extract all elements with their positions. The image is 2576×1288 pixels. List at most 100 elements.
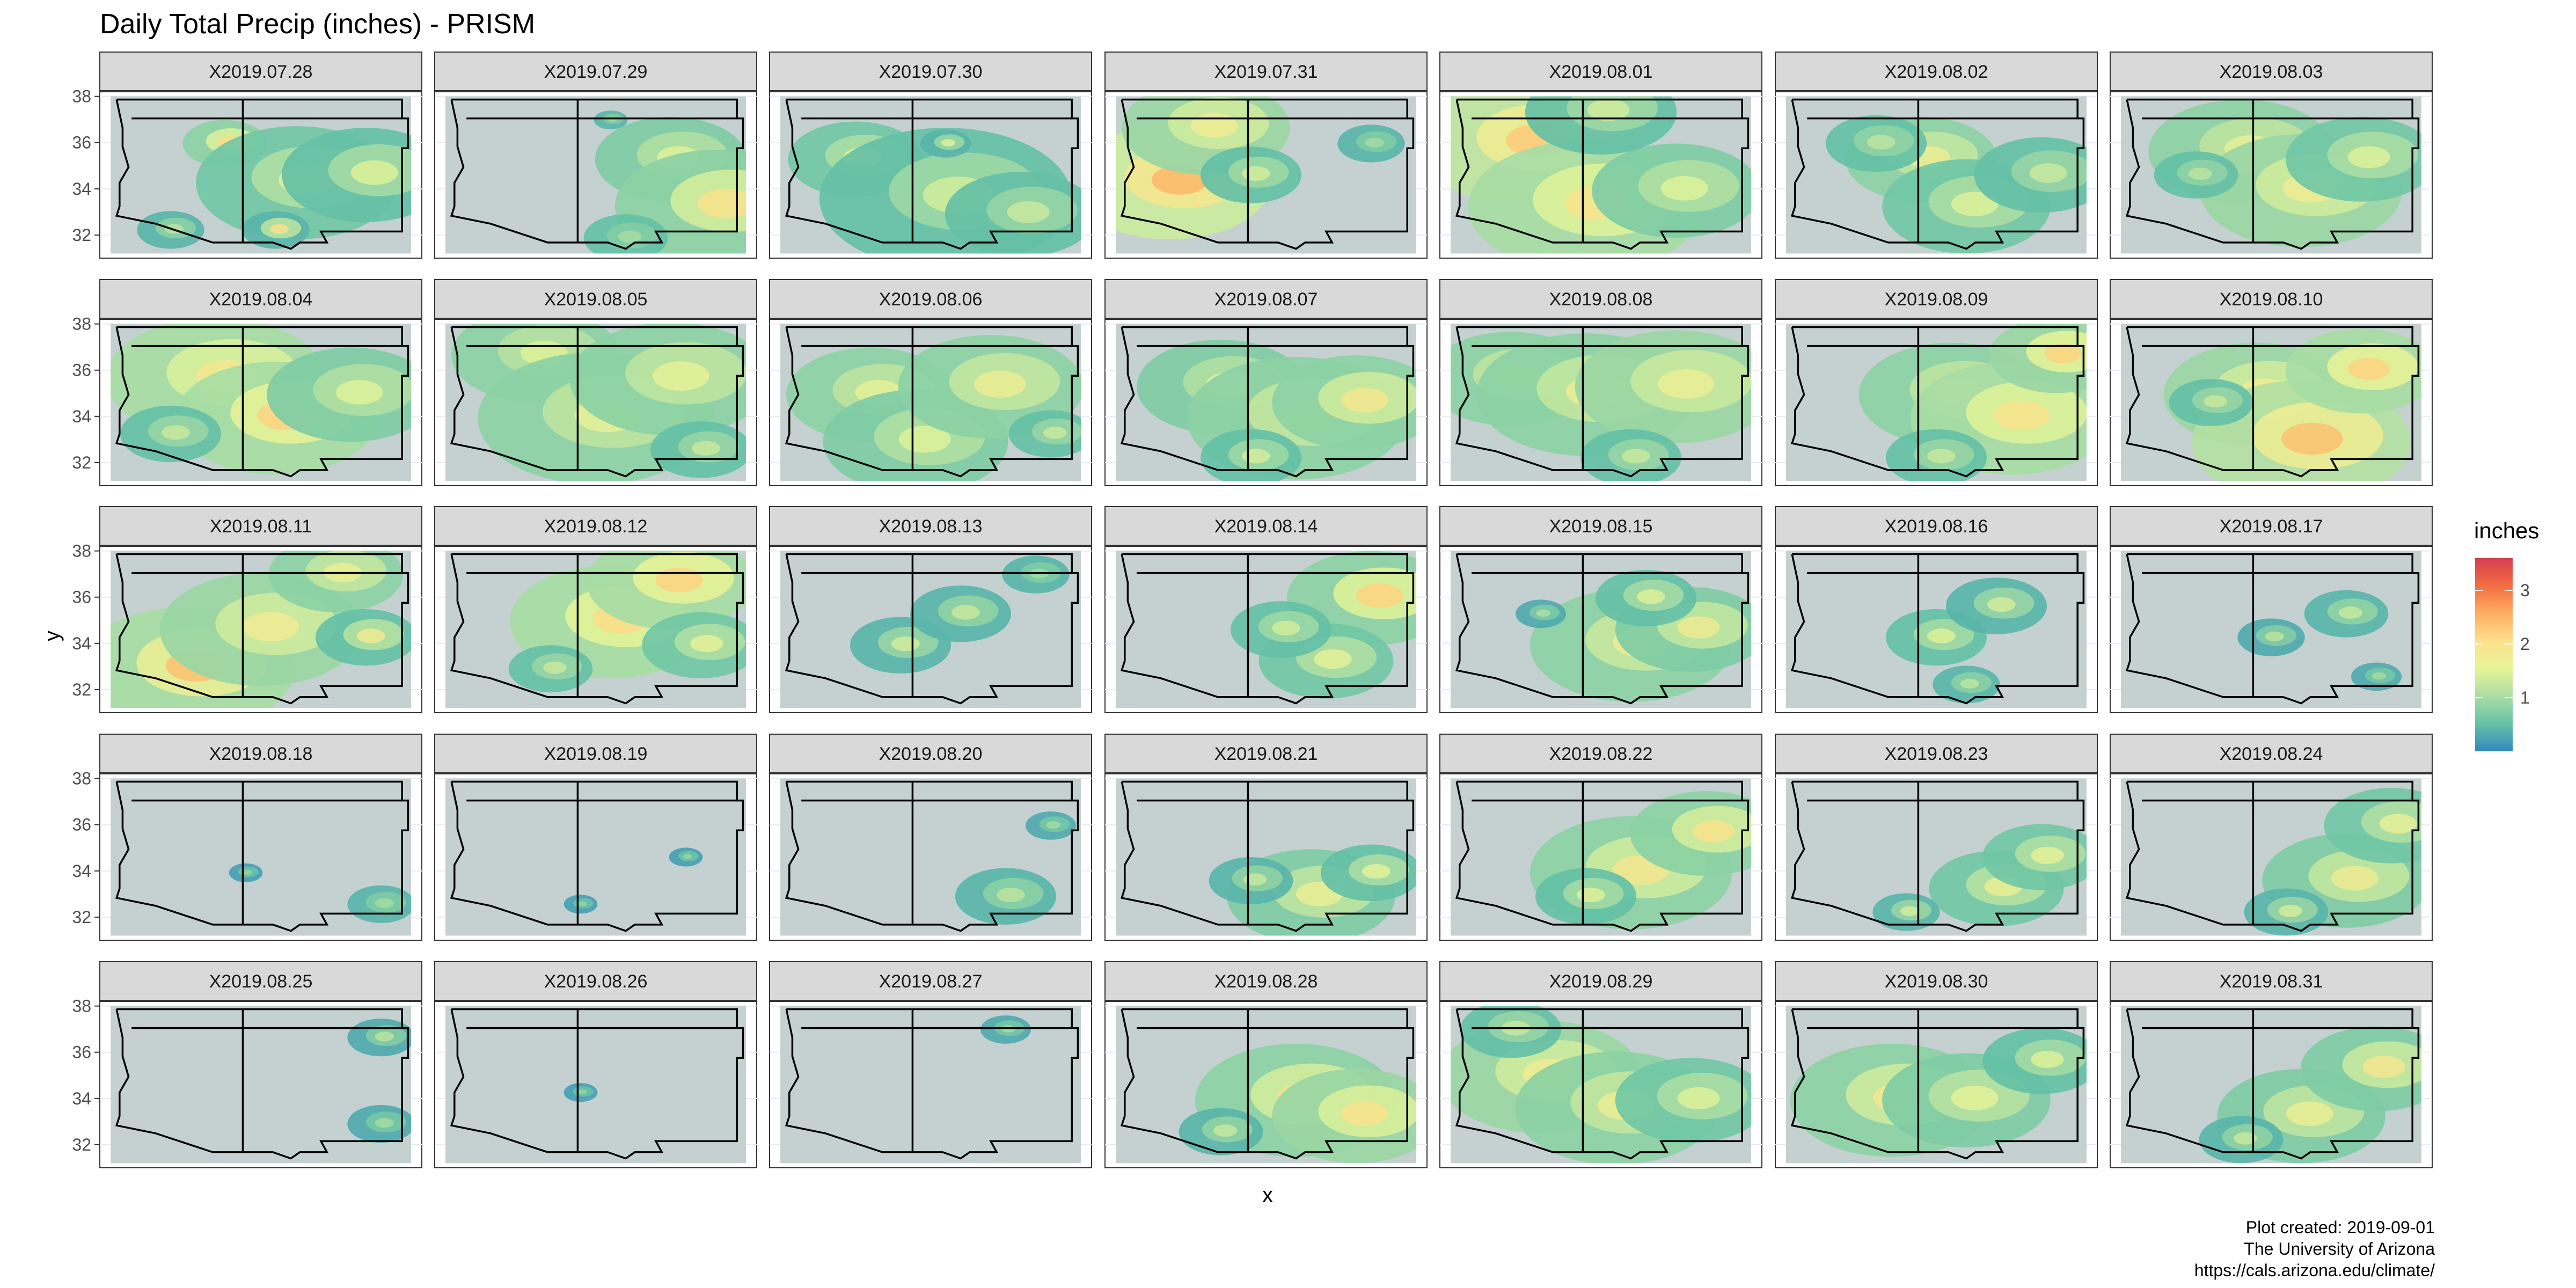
y-tick-label: 32	[72, 453, 91, 472]
precip-cell	[1577, 887, 1605, 903]
precip-cells	[980, 1015, 1031, 1044]
facet-strip-label: X2019.08.31	[2220, 971, 2323, 992]
precip-cells	[1825, 115, 2087, 254]
facet-panels: X2019.07.28 32 34 36 38 X2019.07.29 X2019.07.3…	[72, 52, 2433, 1168]
y-tick-label: 36	[72, 361, 91, 380]
state-outline	[2125, 326, 2420, 478]
y-tick-label: 32	[72, 680, 91, 699]
precip-cell	[375, 1118, 394, 1128]
y-tick-label: 36	[72, 1043, 91, 1062]
precip-cells	[2237, 590, 2402, 691]
precip-cells	[1515, 569, 1751, 702]
state-outline	[1790, 98, 2085, 250]
x-axis-title: x	[1262, 1183, 1273, 1207]
legend-title: inches	[2474, 518, 2539, 543]
precip-cell	[375, 1031, 394, 1042]
precip-cell	[243, 869, 252, 875]
precip-cell	[1341, 387, 1388, 413]
y-axis-title: y	[40, 631, 64, 641]
precip-cells	[2163, 328, 2421, 481]
facet-strip-label: X2019.08.06	[879, 289, 983, 310]
legend-colorbar	[2475, 558, 2513, 751]
y-tick-label: 32	[72, 908, 91, 927]
legend-tick-label: 2	[2520, 634, 2530, 654]
facet-strip-label: X2019.08.18	[209, 744, 313, 764]
precip-cell	[690, 635, 723, 653]
precip-cells	[1230, 551, 1416, 699]
facet-strip-label: X2019.08.28	[1214, 971, 1318, 992]
precip-cell	[1242, 166, 1270, 181]
precip-cell	[2281, 422, 2343, 455]
state-outline	[115, 780, 409, 932]
precip-cell	[2029, 163, 2067, 183]
facet-strip	[99, 961, 422, 1001]
facet-strip-label: X2019.08.24	[2220, 744, 2323, 764]
precip-cell	[2203, 395, 2227, 408]
precip-cell	[1243, 873, 1267, 886]
precip-cells	[111, 324, 411, 475]
precip-cells	[2244, 788, 2421, 936]
precip-cell	[1242, 449, 1270, 464]
precip-cell	[1622, 449, 1650, 464]
precip-cell	[350, 160, 398, 185]
state-outline	[115, 553, 409, 705]
facet-strip	[1439, 52, 1762, 91]
facet-panel: X2019.07.29	[434, 52, 757, 259]
facet-panel: X2019.08.24	[2110, 734, 2433, 941]
facet-strip	[1439, 734, 1762, 773]
facet-strip-label: X2019.08.03	[2220, 62, 2323, 82]
state-outline	[1790, 1008, 2085, 1160]
facet-panel: X2019.08.03	[2110, 52, 2433, 259]
precip-cell	[1587, 99, 1630, 121]
facet-strip-label: X2019.08.07	[1214, 289, 1318, 310]
facet-strip-label: X2019.08.10	[2220, 289, 2323, 310]
state-outline	[450, 553, 744, 705]
precip-cell	[1356, 583, 1403, 608]
precip-cell	[2347, 357, 2390, 380]
facet-strip	[1104, 961, 1428, 1001]
facet-strip-label: X2019.07.31	[1214, 62, 1318, 82]
y-tick-label: 38	[72, 997, 91, 1016]
facet-panel: X2019.08.02	[1775, 52, 2098, 259]
facet-panel: X2019.08.26	[434, 961, 757, 1168]
precip-cell	[162, 425, 190, 440]
precip-cells	[1137, 339, 1416, 481]
state-outline	[2125, 1008, 2420, 1160]
precip-cells	[788, 121, 1081, 254]
facet-panel: X2019.08.14	[1104, 506, 1428, 713]
facet-strip-label: X2019.08.15	[1549, 516, 1653, 537]
y-tick-label: 32	[72, 1135, 91, 1154]
state-outline	[1790, 326, 2085, 478]
precip-cell	[1993, 400, 2050, 430]
facet-strip-label: X2019.08.01	[1549, 62, 1653, 82]
precip-cell	[269, 224, 289, 234]
y-tick-label: 38	[72, 541, 91, 561]
precip-cell	[618, 230, 642, 243]
precip-cell	[2372, 672, 2386, 680]
facet-strip	[434, 961, 757, 1001]
facet-panel: X2019.08.28	[1104, 961, 1428, 1168]
precip-cells	[2148, 99, 2421, 247]
precip-cell	[1677, 616, 1720, 639]
facet-strip-label: X2019.08.22	[1549, 744, 1653, 764]
facet-panel: X2019.08.30	[1775, 961, 2098, 1168]
y-tick-label: 34	[72, 1089, 91, 1108]
precip-cells	[1451, 1006, 1751, 1163]
facet-panel: X2019.08.31	[2110, 961, 2433, 1168]
facet-strip	[434, 279, 757, 319]
facet-strip	[769, 961, 1092, 1001]
precip-cell	[1677, 1087, 1720, 1109]
precip-cell	[1637, 589, 1665, 604]
state-outline	[1455, 326, 1750, 478]
precip-cell	[952, 605, 980, 620]
legend-tick-label: 3	[2520, 581, 2530, 600]
facet-panel: X2019.08.05	[434, 279, 757, 486]
facet-strip	[434, 52, 757, 91]
facet-strip-label: X2019.08.02	[1885, 62, 1988, 82]
facet-panel: X2019.07.30	[769, 52, 1092, 259]
facet-panel: X2019.08.04 32 34 36 38	[72, 279, 422, 486]
state-outline	[1455, 1008, 1750, 1160]
facet-strip-label: X2019.08.08	[1549, 289, 1653, 310]
facet-strip	[1775, 506, 2098, 546]
state-outline	[1790, 553, 2085, 705]
